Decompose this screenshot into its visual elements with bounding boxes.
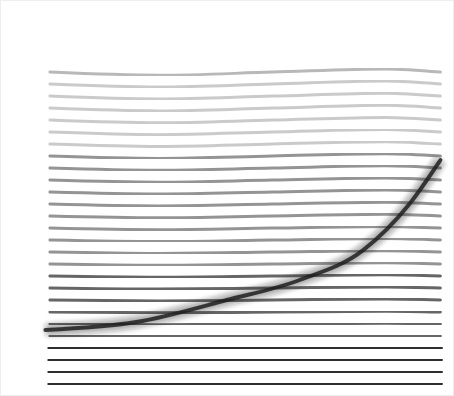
plot-area	[45, 69, 440, 384]
harmonic-line	[50, 287, 440, 289]
harmonic-line	[50, 69, 440, 75]
harmonic-line	[50, 81, 440, 87]
harmonic-line	[50, 178, 440, 182]
harmonic-line	[50, 130, 440, 135]
harmonic-line	[50, 154, 440, 159]
harmonic-line	[50, 105, 440, 111]
plot-background	[0, 0, 454, 396]
harmonic-line	[50, 335, 440, 336]
harmonic-line	[50, 357, 440, 363]
harmonic-line	[50, 369, 440, 374]
plot-frame	[1, 1, 454, 396]
harmonic-line	[50, 251, 440, 254]
harmonic-line	[50, 202, 440, 206]
harmonic-line	[50, 275, 440, 277]
harmonic-line	[50, 166, 440, 170]
harmonic-line	[50, 345, 440, 351]
formant-line	[45, 160, 440, 330]
spectrogram-chart	[0, 0, 454, 396]
harmonic-line	[50, 142, 440, 147]
harmonic-line	[50, 93, 440, 99]
formant-glow	[45, 160, 440, 330]
harmonic-line	[50, 190, 440, 194]
harmonic-line	[50, 117, 440, 122]
harmonic-line	[50, 263, 440, 266]
harmonic-line	[50, 381, 440, 386]
harmonic-line	[50, 311, 440, 313]
harmonic-line	[50, 214, 440, 217]
